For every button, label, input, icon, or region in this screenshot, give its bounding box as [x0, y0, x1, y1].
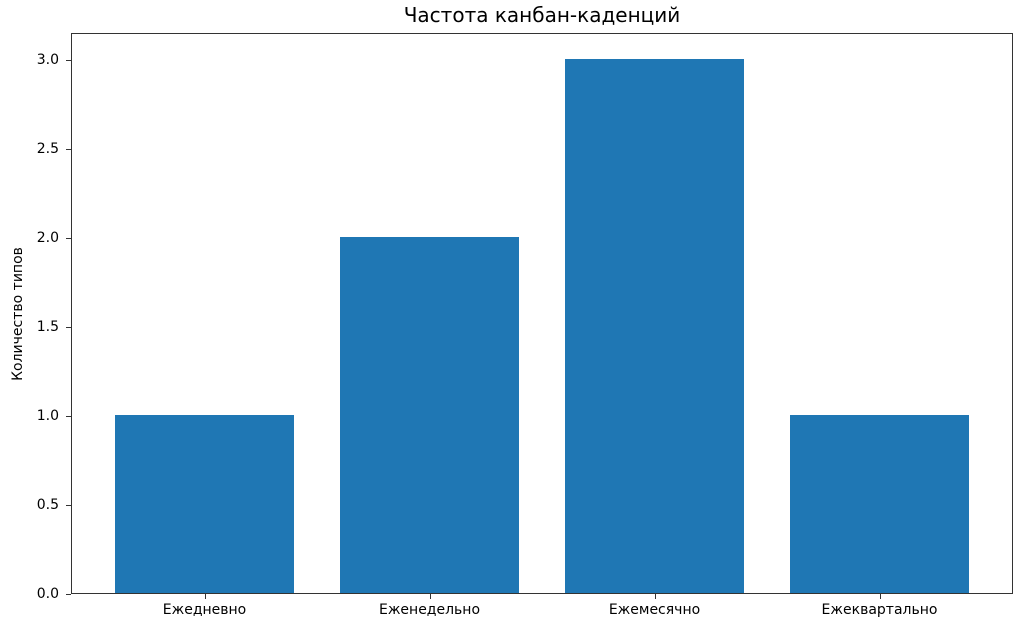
- y-tick-label: 0.5: [36, 497, 59, 513]
- y-axis-label: Количество типов: [10, 247, 26, 381]
- plot-area: [71, 33, 1013, 594]
- y-tick-label: 2.5: [36, 141, 59, 157]
- y-tick-mark: [66, 238, 71, 239]
- bar-4: [790, 415, 969, 593]
- x-tick-mark: [429, 594, 431, 599]
- y-tick-label: 0.0: [36, 586, 59, 602]
- x-tick-mark: [204, 594, 206, 599]
- y-tick-label: 1.5: [36, 319, 59, 335]
- x-tick-label: Еженедельно: [378, 602, 481, 618]
- bar-2: [340, 237, 519, 593]
- y-tick-label: 2.0: [36, 230, 59, 246]
- y-tick-mark: [66, 594, 71, 595]
- y-tick-mark: [66, 149, 71, 150]
- y-tick-mark: [66, 327, 71, 328]
- y-tick-mark: [66, 60, 71, 61]
- y-tick-mark: [66, 416, 71, 417]
- y-tick-mark: [66, 505, 71, 506]
- y-tick-label: 1.0: [36, 408, 59, 424]
- x-tick-mark: [654, 594, 656, 599]
- bar-1: [115, 415, 294, 593]
- x-tick-mark: [879, 594, 881, 599]
- chart-title: Частота канбан-каденций: [403, 3, 681, 27]
- y-tick-label: 3.0: [36, 52, 59, 68]
- x-tick-label: Ежемесячно: [608, 602, 701, 618]
- bar-3: [565, 59, 744, 593]
- x-tick-label: Ежеквартально: [821, 602, 938, 618]
- x-tick-label: Ежедневно: [162, 602, 247, 618]
